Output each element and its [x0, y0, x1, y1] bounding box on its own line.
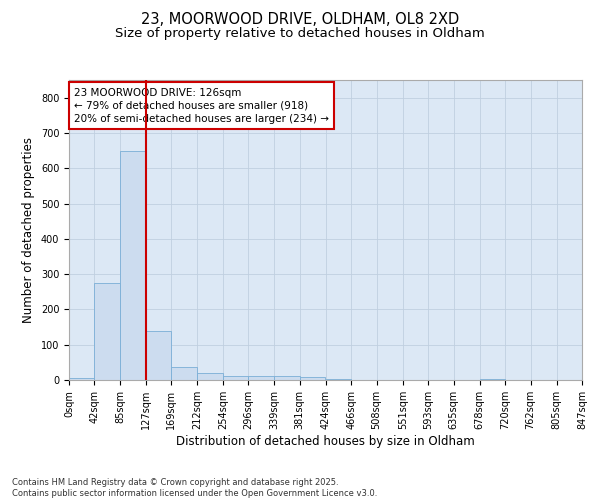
Text: 23 MOORWOOD DRIVE: 126sqm
← 79% of detached houses are smaller (918)
20% of semi: 23 MOORWOOD DRIVE: 126sqm ← 79% of detac… [74, 88, 329, 124]
Bar [274, 376, 300, 380]
Bar [69, 378, 94, 380]
Bar [300, 377, 325, 380]
Bar [146, 330, 172, 380]
Bar [197, 373, 223, 380]
Text: Contains HM Land Registry data © Crown copyright and database right 2025.
Contai: Contains HM Land Registry data © Crown c… [12, 478, 377, 498]
Bar [172, 367, 197, 380]
Text: 23, MOORWOOD DRIVE, OLDHAM, OL8 2XD: 23, MOORWOOD DRIVE, OLDHAM, OL8 2XD [141, 12, 459, 28]
Y-axis label: Number of detached properties: Number of detached properties [22, 137, 35, 323]
Bar [479, 379, 505, 380]
Bar [248, 376, 274, 380]
Bar [94, 283, 120, 380]
Bar [121, 152, 146, 380]
Text: Size of property relative to detached houses in Oldham: Size of property relative to detached ho… [115, 28, 485, 40]
X-axis label: Distribution of detached houses by size in Oldham: Distribution of detached houses by size … [176, 434, 475, 448]
Bar [223, 376, 248, 380]
